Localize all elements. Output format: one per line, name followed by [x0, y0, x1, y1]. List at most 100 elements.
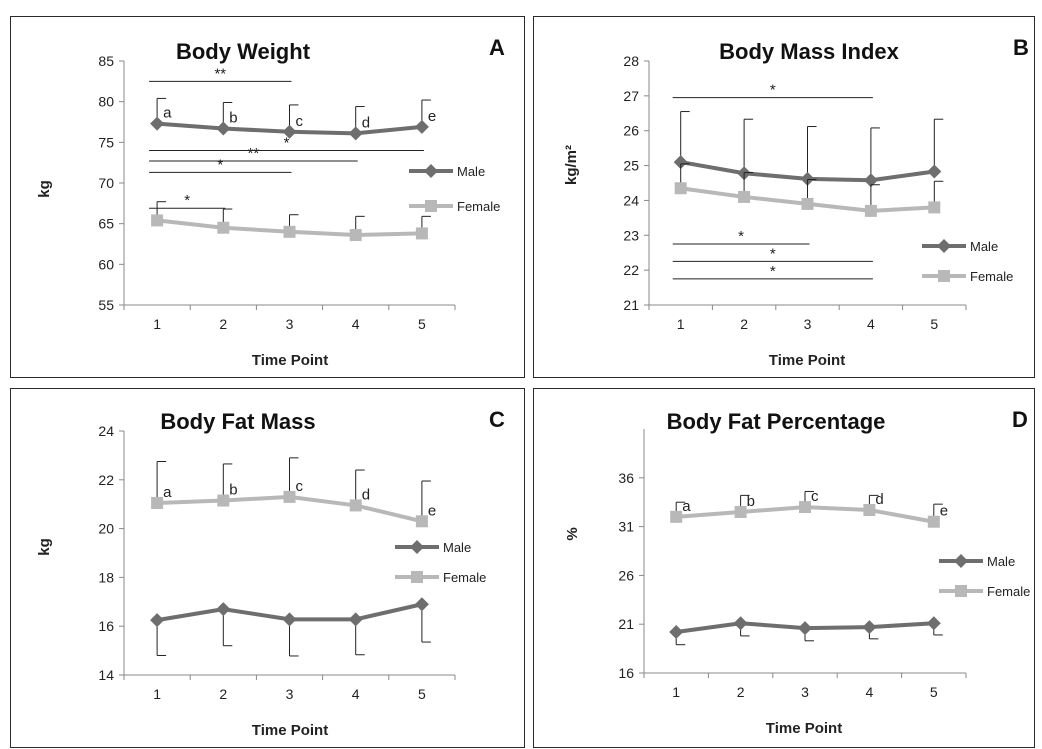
y-tick-label: 28	[623, 53, 639, 69]
data-point	[862, 620, 877, 635]
data-point	[864, 204, 877, 217]
x-tick-label: 2	[740, 316, 748, 332]
y-tick-label: 23	[623, 227, 639, 243]
chart-title: Body Mass Index	[719, 39, 899, 64]
y-tick-label: 22	[98, 472, 114, 488]
data-point	[926, 616, 941, 631]
y-tick-label: 27	[623, 88, 639, 104]
data-point	[216, 121, 231, 136]
y-tick-label: 80	[98, 94, 114, 110]
point-annotation: d	[875, 491, 883, 508]
y-tick-label: 14	[98, 667, 114, 683]
x-tick-label: 3	[286, 316, 294, 332]
data-point	[150, 613, 165, 628]
legend-swatch-marker	[937, 239, 951, 253]
y-tick-label: 16	[98, 618, 114, 634]
legend-swatch-marker	[425, 200, 437, 212]
x-tick-label: 5	[930, 684, 938, 700]
significance-label: *	[738, 228, 744, 245]
x-tick-label: 5	[930, 316, 938, 332]
series-female	[674, 163, 944, 217]
y-tick-label: 55	[98, 297, 114, 313]
x-axis-title: Time Point	[252, 352, 328, 369]
data-point	[217, 494, 230, 507]
panel-label: A	[489, 35, 505, 60]
y-tick-label: 31	[618, 519, 634, 535]
panel-body-weight: Body Weight A 55 60 65 70 75 80 85 1 2 3 4 5 Time Poin…	[10, 16, 525, 378]
y-tick-label: 65	[98, 216, 114, 232]
data-point	[283, 225, 296, 238]
panel-label: D	[1012, 407, 1028, 432]
data-point	[798, 621, 812, 636]
y-tick-label: 22	[623, 262, 639, 278]
legend-swatch-marker	[411, 571, 423, 583]
y-tick-label: 18	[98, 569, 114, 585]
significance-label: **	[214, 65, 226, 82]
y-tick-label: 21	[618, 616, 634, 632]
x-axis-title: Time Point	[766, 720, 842, 737]
point-annotation: a	[163, 105, 172, 122]
legend-label: Female	[987, 584, 1030, 599]
x-tick-label: 4	[352, 316, 360, 332]
data-point	[799, 501, 811, 514]
x-tick-label: 3	[286, 686, 294, 702]
point-annotation: e	[428, 108, 436, 125]
significance-label: *	[770, 263, 776, 280]
data-point	[282, 612, 297, 627]
y-tick-label: 26	[623, 123, 639, 139]
data-point	[415, 227, 428, 240]
series-female	[151, 201, 431, 242]
x-tick-label: 2	[219, 686, 227, 702]
y-axis-title: %	[564, 527, 581, 540]
x-tick-label: 1	[153, 686, 161, 702]
significance-label: **	[248, 145, 260, 162]
x-tick-label: 2	[737, 684, 745, 700]
data-point	[927, 515, 940, 528]
x-tick-label: 3	[804, 316, 812, 332]
y-axis-title: kg	[36, 180, 53, 198]
chart-body-weight: Body Weight A 55 60 65 70 75 80 85 1 2 3 4 5 Time Poin…	[36, 35, 505, 369]
chart-title: Body Weight	[176, 39, 311, 64]
chart-title: Body Fat Mass	[160, 409, 315, 434]
x-tick-label: 5	[418, 686, 426, 702]
y-tick-label: 75	[98, 134, 114, 150]
data-point	[216, 602, 231, 617]
y-tick-label: 24	[98, 423, 114, 439]
panel-body-fat-mass: Body Fat Mass C 14 16 18 20 22 24 1 2 3 4 5 Time Poin…	[10, 388, 525, 748]
y-tick-label: 25	[623, 158, 639, 174]
data-point	[800, 171, 815, 186]
x-tick-label: 4	[352, 686, 360, 702]
data-point	[673, 155, 688, 170]
data-point	[217, 221, 230, 234]
point-annotation: e	[428, 502, 436, 519]
x-axis-title: Time Point	[769, 352, 845, 369]
x-tick-label: 4	[866, 684, 874, 700]
data-point	[414, 597, 429, 612]
y-tick-label: 21	[623, 297, 639, 313]
y-tick-label: 60	[98, 256, 114, 272]
x-tick-label: 3	[801, 684, 809, 700]
significance-label: *	[284, 134, 290, 151]
panel-label: B	[1013, 35, 1029, 60]
point-annotation: d	[362, 114, 370, 131]
x-tick-label: 1	[677, 316, 685, 332]
data-point	[734, 505, 747, 518]
legend-swatch-marker	[410, 540, 424, 554]
data-point	[414, 119, 429, 134]
point-annotation: b	[229, 482, 237, 499]
data-point	[670, 510, 683, 523]
x-axis-title: Time Point	[252, 722, 328, 739]
data-point	[733, 616, 748, 631]
data-point	[150, 116, 165, 131]
legend-label: Male	[443, 540, 471, 555]
series-male	[669, 616, 943, 646]
data-point	[348, 126, 363, 141]
data-point	[674, 182, 687, 195]
x-tick-label: 4	[867, 316, 875, 332]
panel-body-fat-percentage: Body Fat Percentage D 16 21 26 31 36 1 2 3 4 5 Time …	[533, 388, 1035, 748]
point-annotation: b	[747, 493, 755, 510]
data-point	[928, 201, 941, 214]
data-point	[151, 496, 164, 509]
data-point	[415, 515, 428, 528]
legend-label: Male	[987, 554, 1015, 569]
